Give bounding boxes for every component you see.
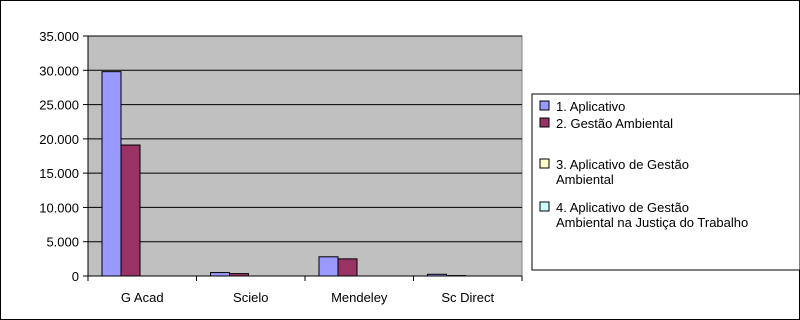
axes: 0 5.000 10.000 15.000 20.000 25.000 30.000 35.0…: [39, 29, 523, 305]
legend-label: 4. Aplicativo de Gestão: [556, 200, 689, 215]
y-tick-label: 35.000: [39, 29, 79, 44]
bar: [337, 258, 358, 277]
legend-label: 1. Aplicativo: [556, 99, 625, 114]
bars: [101, 71, 466, 277]
y-tick-label: 20.000: [39, 132, 79, 147]
bar: [318, 256, 339, 277]
gridlines: [88, 35, 522, 243]
legend-label: Ambiental na Justiça do Trabalho: [556, 215, 748, 230]
bar: [120, 144, 141, 277]
legend-box: [531, 93, 800, 271]
legend-swatch: [539, 100, 550, 111]
legend-swatch: [539, 158, 550, 169]
x-tick-label: Mendeley: [331, 290, 388, 305]
legend-label: 2. Gestão Ambiental: [556, 116, 673, 131]
x-tick-label: Scielo: [233, 290, 268, 305]
legend-swatch: [539, 201, 550, 212]
x-tick-label: Sc Direct: [441, 290, 494, 305]
y-tick-label: 25.000: [39, 98, 79, 113]
y-tick-label: 5.000: [46, 235, 79, 250]
y-tick-label: 15.000: [39, 166, 79, 181]
plot-area: [87, 35, 523, 277]
legend-label: 3. Aplicativo de Gestão: [556, 157, 689, 172]
y-tick-label: 0: [72, 269, 79, 284]
x-tick-label: G Acad: [121, 290, 164, 305]
bar: [101, 71, 122, 277]
bar: [210, 272, 230, 277]
legend: 1. Aplicativo 2. Gestão Ambiental 3. Aplic…: [531, 93, 800, 271]
y-tick-label: 30.000: [39, 63, 79, 78]
legend-label: Ambiental: [556, 172, 614, 187]
legend-swatch: [539, 117, 550, 128]
y-tick-label: 10.000: [39, 200, 79, 215]
